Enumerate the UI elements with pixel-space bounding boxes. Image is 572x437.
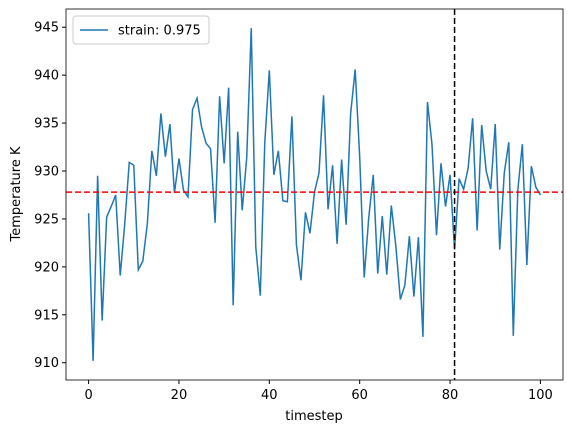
y-tick-label: 930 [34, 165, 59, 180]
legend-box [72, 15, 210, 45]
x-tick-label: 80 [442, 388, 459, 403]
x-tick-label: 40 [261, 388, 278, 403]
y-tick-label: 920 [34, 260, 59, 275]
y-axis-label: Temperature K [9, 146, 24, 242]
y-tick-label: 910 [34, 356, 59, 371]
y-tick-label: 940 [34, 69, 59, 84]
y-tick-label: 915 [34, 308, 59, 323]
series-line [87, 28, 542, 361]
x-tick-label: 60 [351, 388, 368, 403]
x-tick-label: 100 [528, 388, 553, 403]
legend-label: strain: 0.975 [118, 24, 201, 39]
x-tick-label: 0 [84, 388, 92, 403]
y-tick-label: 925 [34, 212, 59, 227]
x-tick-label: 20 [171, 388, 188, 403]
x-axis-label: timestep [285, 409, 343, 424]
axes-frame [65, 8, 564, 381]
y-tick-label: 935 [34, 117, 59, 132]
y-tick-label: 945 [34, 21, 59, 36]
